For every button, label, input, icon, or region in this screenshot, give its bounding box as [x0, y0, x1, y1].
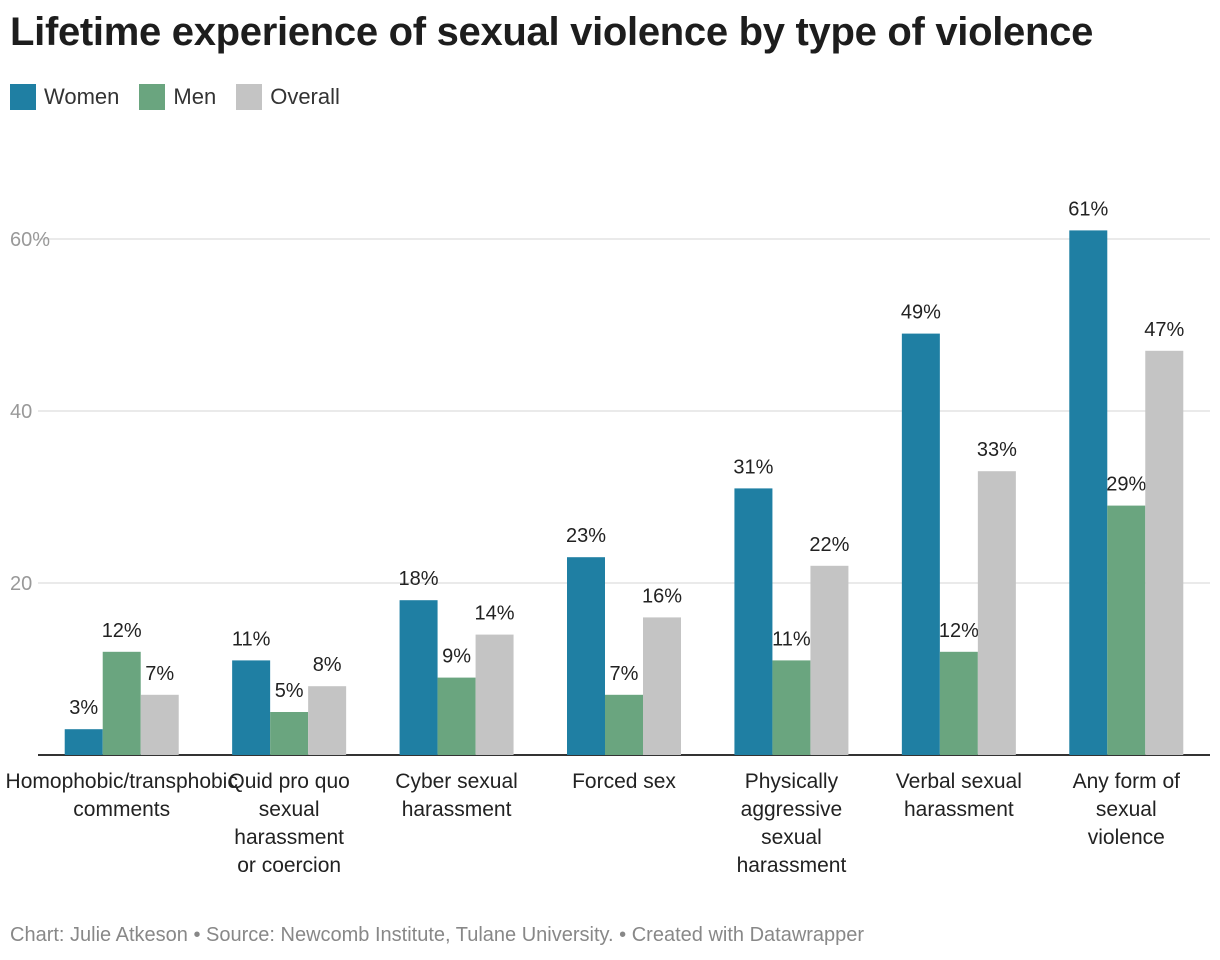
bar-men-0	[102, 651, 141, 755]
data-label-overall-3: 16%	[642, 585, 682, 607]
data-label-men-2: 9%	[442, 646, 471, 668]
bar-overall-2	[475, 634, 514, 755]
category-label-line: harassment	[904, 798, 1014, 821]
category-label-4: Physically aggressive sexual harassment	[737, 770, 847, 877]
category-label-2: Cyber sexual harassment	[395, 770, 518, 821]
data-label-overall-1: 8%	[313, 654, 342, 676]
legend-label-women: Women	[44, 84, 120, 109]
data-label-overall-0: 7%	[145, 663, 174, 685]
category-label-line: Forced sex	[572, 770, 676, 793]
y-tick-label-40: 40	[10, 401, 32, 423]
data-label-women-2: 18%	[399, 568, 439, 590]
bar-women-6	[1069, 230, 1108, 755]
category-label-line: or coercion	[237, 854, 341, 877]
category-label-line: aggressive	[741, 798, 843, 821]
bar-men-2	[437, 677, 476, 755]
category-label-line: violence	[1088, 826, 1165, 849]
legend-swatch-women	[10, 84, 36, 110]
bar-overall-6	[1145, 350, 1184, 755]
legend-label-men: Men	[173, 84, 217, 109]
category-label-line: harassment	[737, 854, 847, 877]
category-label-line: Verbal sexual	[896, 770, 1022, 793]
data-label-men-1: 5%	[275, 680, 304, 702]
bar-women-5	[901, 333, 940, 755]
category-label-line: harassment	[402, 798, 512, 821]
category-label-line: Quid pro quo	[228, 770, 349, 793]
bar-overall-1	[308, 686, 347, 755]
legend-swatch-overall	[236, 84, 263, 110]
footer-separator-1: •	[193, 924, 201, 946]
bar-men-1	[270, 712, 309, 755]
bar-women-1	[232, 660, 271, 755]
legend-item-overall: Overall	[236, 84, 340, 110]
bar-overall-4	[810, 565, 849, 755]
category-label-3: Forced sex	[572, 770, 676, 793]
footer-source: Source: Newcomb Institute, Tulane Univer…	[206, 924, 614, 946]
data-label-women-6: 61%	[1068, 198, 1108, 220]
bar-men-6	[1107, 505, 1146, 755]
category-label-line: comments	[73, 798, 170, 821]
footer-separator-2: •	[619, 924, 627, 946]
footer: Chart: Julie Atkeson • Source: Newcomb I…	[10, 924, 864, 947]
chart-title: Lifetime experience of sexual violence b…	[10, 10, 1094, 54]
bar-women-3	[567, 557, 605, 755]
bar-overall-3	[643, 617, 681, 755]
y-tick-label-20: 20	[10, 573, 32, 595]
bar-overall-0	[140, 694, 179, 755]
category-label-6: Any form of sexual violence	[1073, 770, 1181, 849]
bar-women-0	[64, 729, 103, 755]
footer-byline: Chart: Julie Atkeson	[10, 924, 188, 946]
category-label-1: Quid pro quo sexual harassment or coercion	[228, 770, 349, 877]
data-label-overall-6: 47%	[1144, 319, 1184, 341]
bar-men-4	[772, 660, 811, 755]
data-label-men-4: 11%	[772, 628, 811, 650]
category-label-line: harassment	[234, 826, 344, 849]
legend: Women Men Overall	[10, 84, 340, 110]
data-label-men-3: 7%	[610, 663, 639, 685]
data-label-men-6: 29%	[1106, 474, 1146, 496]
data-label-overall-4: 22%	[809, 534, 849, 556]
data-label-men-5: 12%	[939, 620, 979, 642]
legend-label-overall: Overall	[270, 84, 340, 109]
data-label-overall-2: 14%	[475, 603, 515, 625]
data-label-women-1: 11%	[232, 628, 271, 650]
category-label-line: sexual	[1096, 798, 1157, 821]
bar-women-4	[734, 488, 773, 755]
category-label-0: Homophobic/transphobic comments	[6, 770, 238, 821]
legend-item-women: Women	[10, 84, 119, 110]
data-label-women-4: 31%	[733, 456, 773, 478]
category-label-line: Physically	[745, 770, 839, 793]
footer-credit: Created with Datawrapper	[631, 924, 865, 946]
category-label-line: Homophobic/transphobic	[6, 770, 238, 793]
y-tick-label-60: 60%	[10, 229, 50, 251]
data-label-women-3: 23%	[566, 525, 606, 547]
category-label-line: sexual	[259, 798, 320, 821]
bar-men-3	[605, 694, 643, 755]
data-label-overall-5: 33%	[977, 439, 1017, 461]
category-label-5: Verbal sexual harassment	[896, 770, 1022, 821]
data-label-women-5: 49%	[901, 302, 941, 324]
bar-women-2	[399, 600, 438, 755]
bar-overall-5	[977, 471, 1016, 755]
category-label-line: Cyber sexual	[395, 770, 518, 793]
bar-men-5	[939, 651, 978, 755]
legend-swatch-men	[139, 84, 166, 110]
data-label-women-0: 3%	[69, 697, 98, 719]
legend-item-men: Men	[139, 84, 216, 110]
category-label-line: Any form of	[1073, 770, 1181, 793]
category-label-line: sexual	[761, 826, 822, 849]
data-label-men-0: 12%	[102, 620, 142, 642]
